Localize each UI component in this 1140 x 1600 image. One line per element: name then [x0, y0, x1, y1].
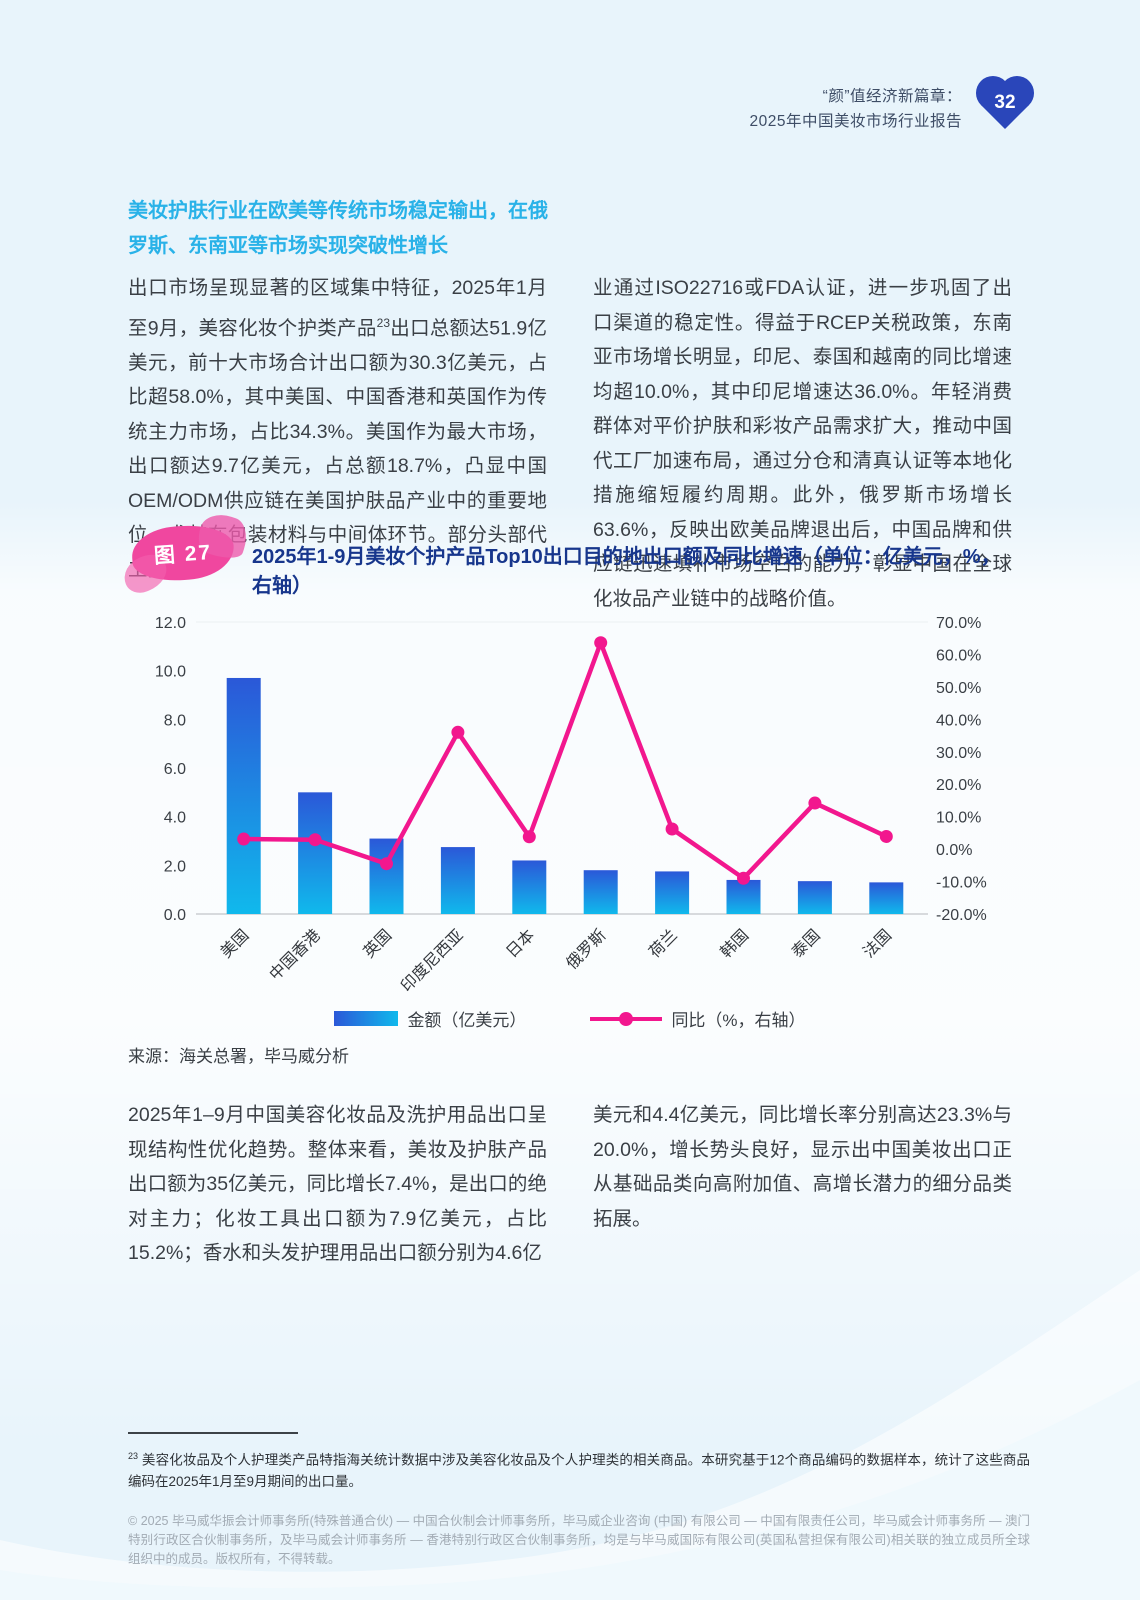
right-axis-tick: 70.0%: [936, 615, 981, 632]
page-number-badge: 32: [972, 72, 1042, 138]
category-label-俄罗斯: 俄罗斯: [563, 926, 610, 973]
bar-荷兰: [655, 871, 690, 914]
category-label-英国: 英国: [360, 926, 395, 961]
right-axis-tick: 0.0%: [936, 842, 972, 859]
footnote-block: 23 美容化妆品及个人护理类产品特指海关统计数据中涉及美容化妆品及个人护理类的相…: [128, 1432, 1030, 1492]
footnote-ref: 23: [376, 315, 390, 330]
page-header: “颜”值经济新篇章： 2025年中国美妆市场行业报告: [750, 84, 962, 134]
legend-item-yoy: 同比（%，右轴）: [590, 1006, 806, 1031]
yoy-point-泰国: [808, 796, 822, 810]
intro-column-left: 出口市场呈现显著的区域集中特征，2025年1月至9月，美容化妆个护类产品23出口…: [128, 271, 547, 616]
report-title: 2025年中国美妆市场行业报告: [749, 113, 962, 130]
yoy-point-法国: [879, 829, 893, 843]
chart-area: 12.0 10.0 8.0 6.0 4.0 2.0 0.0 70.0% 60.0% 50.0% 40…: [128, 598, 1012, 1012]
right-axis-tick: 20.0%: [936, 777, 981, 794]
yoy-point-俄罗斯: [594, 636, 608, 650]
bar-俄罗斯: [583, 870, 618, 914]
category-label-泰国: 泰国: [788, 926, 823, 961]
intro-col1-text: 出口市场呈现显著的区域集中特征，2025年1月至9月，美容化妆个护类产品: [128, 277, 547, 339]
bar-中国香港: [298, 792, 333, 914]
yoy-point-荷兰: [665, 822, 679, 836]
category-label-荷兰: 荷兰: [646, 926, 681, 961]
right-axis-tick: 50.0%: [936, 680, 981, 697]
figure-header: 图 27 2025年1-9月美妆个护产品Top10出口目的地出口额及同比增速（单…: [128, 522, 1012, 597]
section-heading: 美妆护肤行业在欧美等传统市场稳定输出，在俄罗斯、东南亚等市场实现突破性增长: [128, 200, 548, 257]
bar-日本: [512, 860, 547, 914]
left-axis-tick: 0.0: [164, 907, 186, 924]
report-subtitle: “颜”值经济新篇章：: [822, 88, 962, 105]
line-marker-icon: [590, 1011, 663, 1026]
bar-法国: [869, 882, 904, 914]
chart-legend: 金额（亿美元） 同比（%，右轴）: [128, 1006, 1012, 1031]
left-axis-tick: 2.0: [164, 858, 186, 875]
right-axis-tick: -10.0%: [936, 875, 987, 892]
right-axis-tick: 40.0%: [936, 712, 981, 729]
legend-amount-label: 金额（亿美元）: [407, 1011, 527, 1030]
figure-title: 2025年1-9月美妆个护产品Top10出口目的地出口额及同比增速（单位：亿美元…: [252, 546, 1001, 597]
content-white-panel: [0, 500, 1140, 1450]
left-axis-tick: 8.0: [164, 712, 186, 729]
yoy-point-日本: [522, 830, 536, 844]
intro-col1-text-cont: 出口总额达51.9亿美元，前十大市场合计出口额为30.3亿美元，占比超58.0%…: [128, 317, 547, 581]
legend-item-amount: 金额（亿美元）: [334, 1006, 526, 1031]
yoy-line: [241, 640, 889, 881]
left-axis-tick: 10.0: [155, 664, 186, 681]
bar-英国: [369, 838, 404, 914]
left-axis-tick: 4.0: [164, 810, 186, 827]
chart-source: 来源：海关总署，毕马威分析: [128, 1047, 349, 1066]
category-label-美国: 美国: [217, 926, 252, 961]
bar-swatch-icon: [334, 1011, 399, 1026]
yoy-point-中国香港: [308, 833, 322, 847]
bottom-wave-decoration: [0, 1270, 1140, 1600]
bar-美国: [226, 677, 261, 914]
copyright-footer: © 2025 毕马威华振会计师事务所(特殊普通合伙) — 中国合伙制会计师事务所…: [128, 1514, 1030, 1566]
bar-泰国: [797, 881, 832, 914]
combo-chart: 12.0 10.0 8.0 6.0 4.0 2.0 0.0 70.0% 60.0% 50.0% 40…: [155, 615, 987, 995]
legend-yoy-label: 同比（%，右轴）: [671, 1011, 806, 1030]
intro-column-right: 业通过ISO22716或FDA认证，进一步巩固了出口渠道的稳定性。得益于RCEP…: [593, 277, 1012, 610]
footnote-number: 23: [128, 1451, 139, 1461]
yoy-point-印度尼西亚: [451, 725, 465, 739]
analysis-column-right: 美元和4.4亿美元，同比增长率分别高达23.3%与20.0%，增长势头良好，显示…: [593, 1104, 1012, 1230]
page-number: 32: [994, 92, 1016, 113]
analysis-paragraphs: 2025年1–9月中国美容化妆品及洗护用品出口呈现结构性优化趋势。整体来看，美妆…: [128, 1098, 1012, 1271]
category-label-法国: 法国: [860, 926, 895, 961]
yoy-point-韩国: [737, 871, 750, 885]
bar-印度尼西亚: [440, 847, 475, 914]
category-label-韩国: 韩国: [717, 926, 752, 961]
left-axis-tick: 12.0: [155, 615, 186, 632]
right-axis-tick: 30.0%: [936, 745, 981, 762]
bar-韩国: [726, 879, 761, 914]
category-label-印度尼西亚: 印度尼西亚: [397, 926, 466, 995]
yoy-point-英国: [380, 857, 393, 871]
right-axis-tick: 10.0%: [936, 810, 981, 827]
right-axis-tick: 60.0%: [936, 647, 981, 664]
right-axis-tick: -20.0%: [936, 907, 987, 924]
analysis-column-left: 2025年1–9月中国美容化妆品及洗护用品出口呈现结构性优化趋势。整体来看，美妆…: [128, 1104, 547, 1264]
left-axis-tick: 6.0: [164, 761, 186, 778]
figure-badge-label: 图 27: [153, 540, 213, 568]
category-label-日本: 日本: [503, 926, 538, 961]
footnote-body: 美容化妆品及个人护理类产品特指海关统计数据中涉及美容化妆品及个人护理类的相关商品…: [128, 1452, 1030, 1489]
figure-badge: 图 27: [130, 522, 236, 584]
category-label-中国香港: 中国香港: [266, 926, 324, 984]
footnote-divider: [128, 1432, 298, 1434]
intro-paragraphs: 出口市场呈现显著的区域集中特征，2025年1月至9月，美容化妆个护类产品23出口…: [128, 271, 1012, 616]
footnote-text: 23 美容化妆品及个人护理类产品特指海关统计数据中涉及美容化妆品及个人护理类的相…: [128, 1446, 1030, 1492]
yoy-point-美国: [237, 832, 251, 846]
